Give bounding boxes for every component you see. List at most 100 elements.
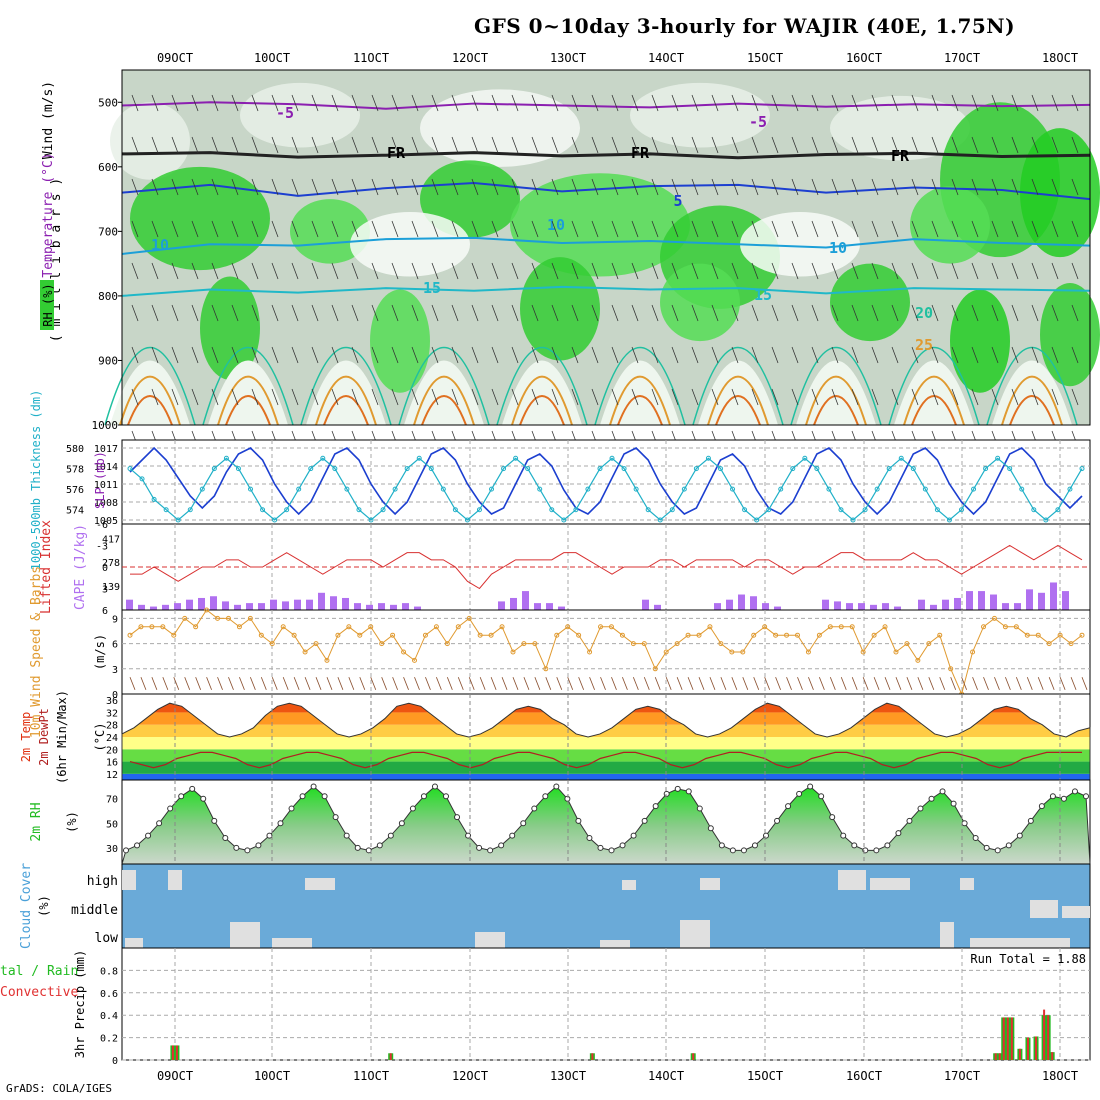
wind-barb — [811, 178, 819, 196]
thickness-marker — [1007, 466, 1013, 472]
precip-conv-bar — [1043, 1009, 1046, 1060]
wind-barb — [771, 178, 779, 196]
cloud-bar — [838, 870, 866, 890]
wind-barb — [523, 677, 530, 690]
bottom-date-label: 11OCT — [353, 1069, 389, 1083]
wind-barb — [671, 220, 679, 238]
cape-bar — [546, 603, 553, 610]
cloud-bar — [960, 878, 974, 890]
cape-bar — [354, 603, 361, 610]
slp-ylabel-slp: SLP (mb) — [93, 451, 107, 509]
wind-barb — [331, 220, 339, 238]
wind-barb — [291, 262, 299, 280]
wind-barb — [1070, 677, 1077, 690]
wind-barb — [571, 94, 579, 112]
wind-barb — [831, 346, 839, 364]
rh-marker — [288, 805, 295, 812]
wind-barb — [991, 220, 999, 238]
wind-barb — [231, 304, 239, 322]
wind-barb — [961, 677, 968, 690]
cape-bar — [318, 592, 325, 610]
wind-barb — [184, 677, 191, 690]
wind-barb — [571, 304, 579, 322]
wind-marker — [619, 632, 625, 638]
wind-barb — [451, 304, 459, 322]
slp-tick: 1011 — [94, 480, 118, 491]
wind-barb — [951, 94, 959, 112]
wind-barb — [611, 346, 619, 364]
wind-barb — [331, 178, 339, 196]
wind-marker — [171, 632, 177, 638]
thickness-marker — [392, 486, 398, 492]
cross-ylabel-wind: Wind (m/s) — [41, 81, 56, 159]
wind-barb — [211, 136, 219, 154]
wind-barb — [631, 136, 639, 154]
wind-barb — [151, 94, 159, 112]
wind-barb — [391, 220, 399, 238]
boundary-layer-peak — [110, 360, 190, 425]
cape-bar — [558, 606, 565, 610]
wind-barb — [131, 178, 139, 196]
wind-barb — [271, 262, 279, 280]
thickness-marker — [308, 466, 314, 472]
wind-barb — [951, 346, 959, 364]
precip-conv-bar — [1026, 1037, 1029, 1060]
isotherm-30 — [127, 394, 173, 426]
rh-blob — [350, 212, 470, 277]
wind-barb — [1031, 388, 1039, 406]
wind-marker — [554, 632, 560, 638]
wind-barb — [691, 136, 699, 154]
wind-barb — [711, 178, 719, 196]
wind-barb — [631, 388, 639, 406]
wind-barb — [531, 136, 539, 154]
wind-barb — [1051, 388, 1059, 406]
rh-units: (%) — [65, 811, 79, 833]
wind-barb — [651, 220, 659, 238]
isotherm-20 — [202, 346, 294, 426]
wind-barb — [917, 677, 924, 690]
thickness-marker — [814, 466, 820, 472]
wind-barb — [786, 677, 792, 690]
wind-barb — [691, 94, 699, 112]
cape-bar — [654, 604, 661, 610]
isotherm-label: 20 — [915, 304, 933, 322]
thickness-marker — [320, 455, 326, 461]
rh-marker — [409, 805, 416, 812]
wind-barb — [591, 304, 599, 322]
thickness-marker — [549, 507, 555, 513]
wind-barb — [771, 388, 779, 406]
li-tick: -6 — [96, 520, 108, 531]
thickness-marker — [489, 486, 495, 492]
wind-barb — [471, 262, 479, 280]
cloud-units: (%) — [37, 895, 51, 917]
wind-barb — [211, 346, 219, 364]
thickness-tick: 574 — [66, 506, 84, 517]
wind-barb — [231, 388, 239, 406]
precip-tick: 0.2 — [100, 1034, 118, 1045]
wind-barb — [571, 346, 579, 364]
wind-barb — [311, 262, 319, 280]
wind-marker — [532, 641, 538, 647]
wind-barb — [451, 262, 459, 280]
wind-barb — [831, 178, 839, 196]
thickness-marker — [175, 517, 181, 523]
wind-marker — [1024, 632, 1030, 638]
wind-barb — [251, 262, 259, 280]
thickness-marker — [1031, 507, 1037, 513]
rh-marker — [476, 844, 483, 851]
wind-barb — [311, 304, 319, 322]
li-ylabel: Lifted Index — [39, 520, 54, 614]
wind-barb — [991, 346, 999, 364]
temp-tick: 20 — [106, 745, 118, 756]
cloud-bar — [940, 922, 954, 948]
cape-bar — [954, 597, 961, 610]
wind-marker — [291, 632, 297, 638]
wind-barb — [911, 304, 919, 322]
cloud-bar — [168, 870, 182, 890]
wind-barb — [1011, 220, 1019, 238]
rh-blob — [240, 82, 360, 148]
isotherm-30 — [519, 394, 565, 426]
rh-marker — [895, 830, 902, 837]
rh-marker — [354, 844, 361, 851]
credit-text: GrADS: COLA/IGES — [6, 1082, 112, 1095]
